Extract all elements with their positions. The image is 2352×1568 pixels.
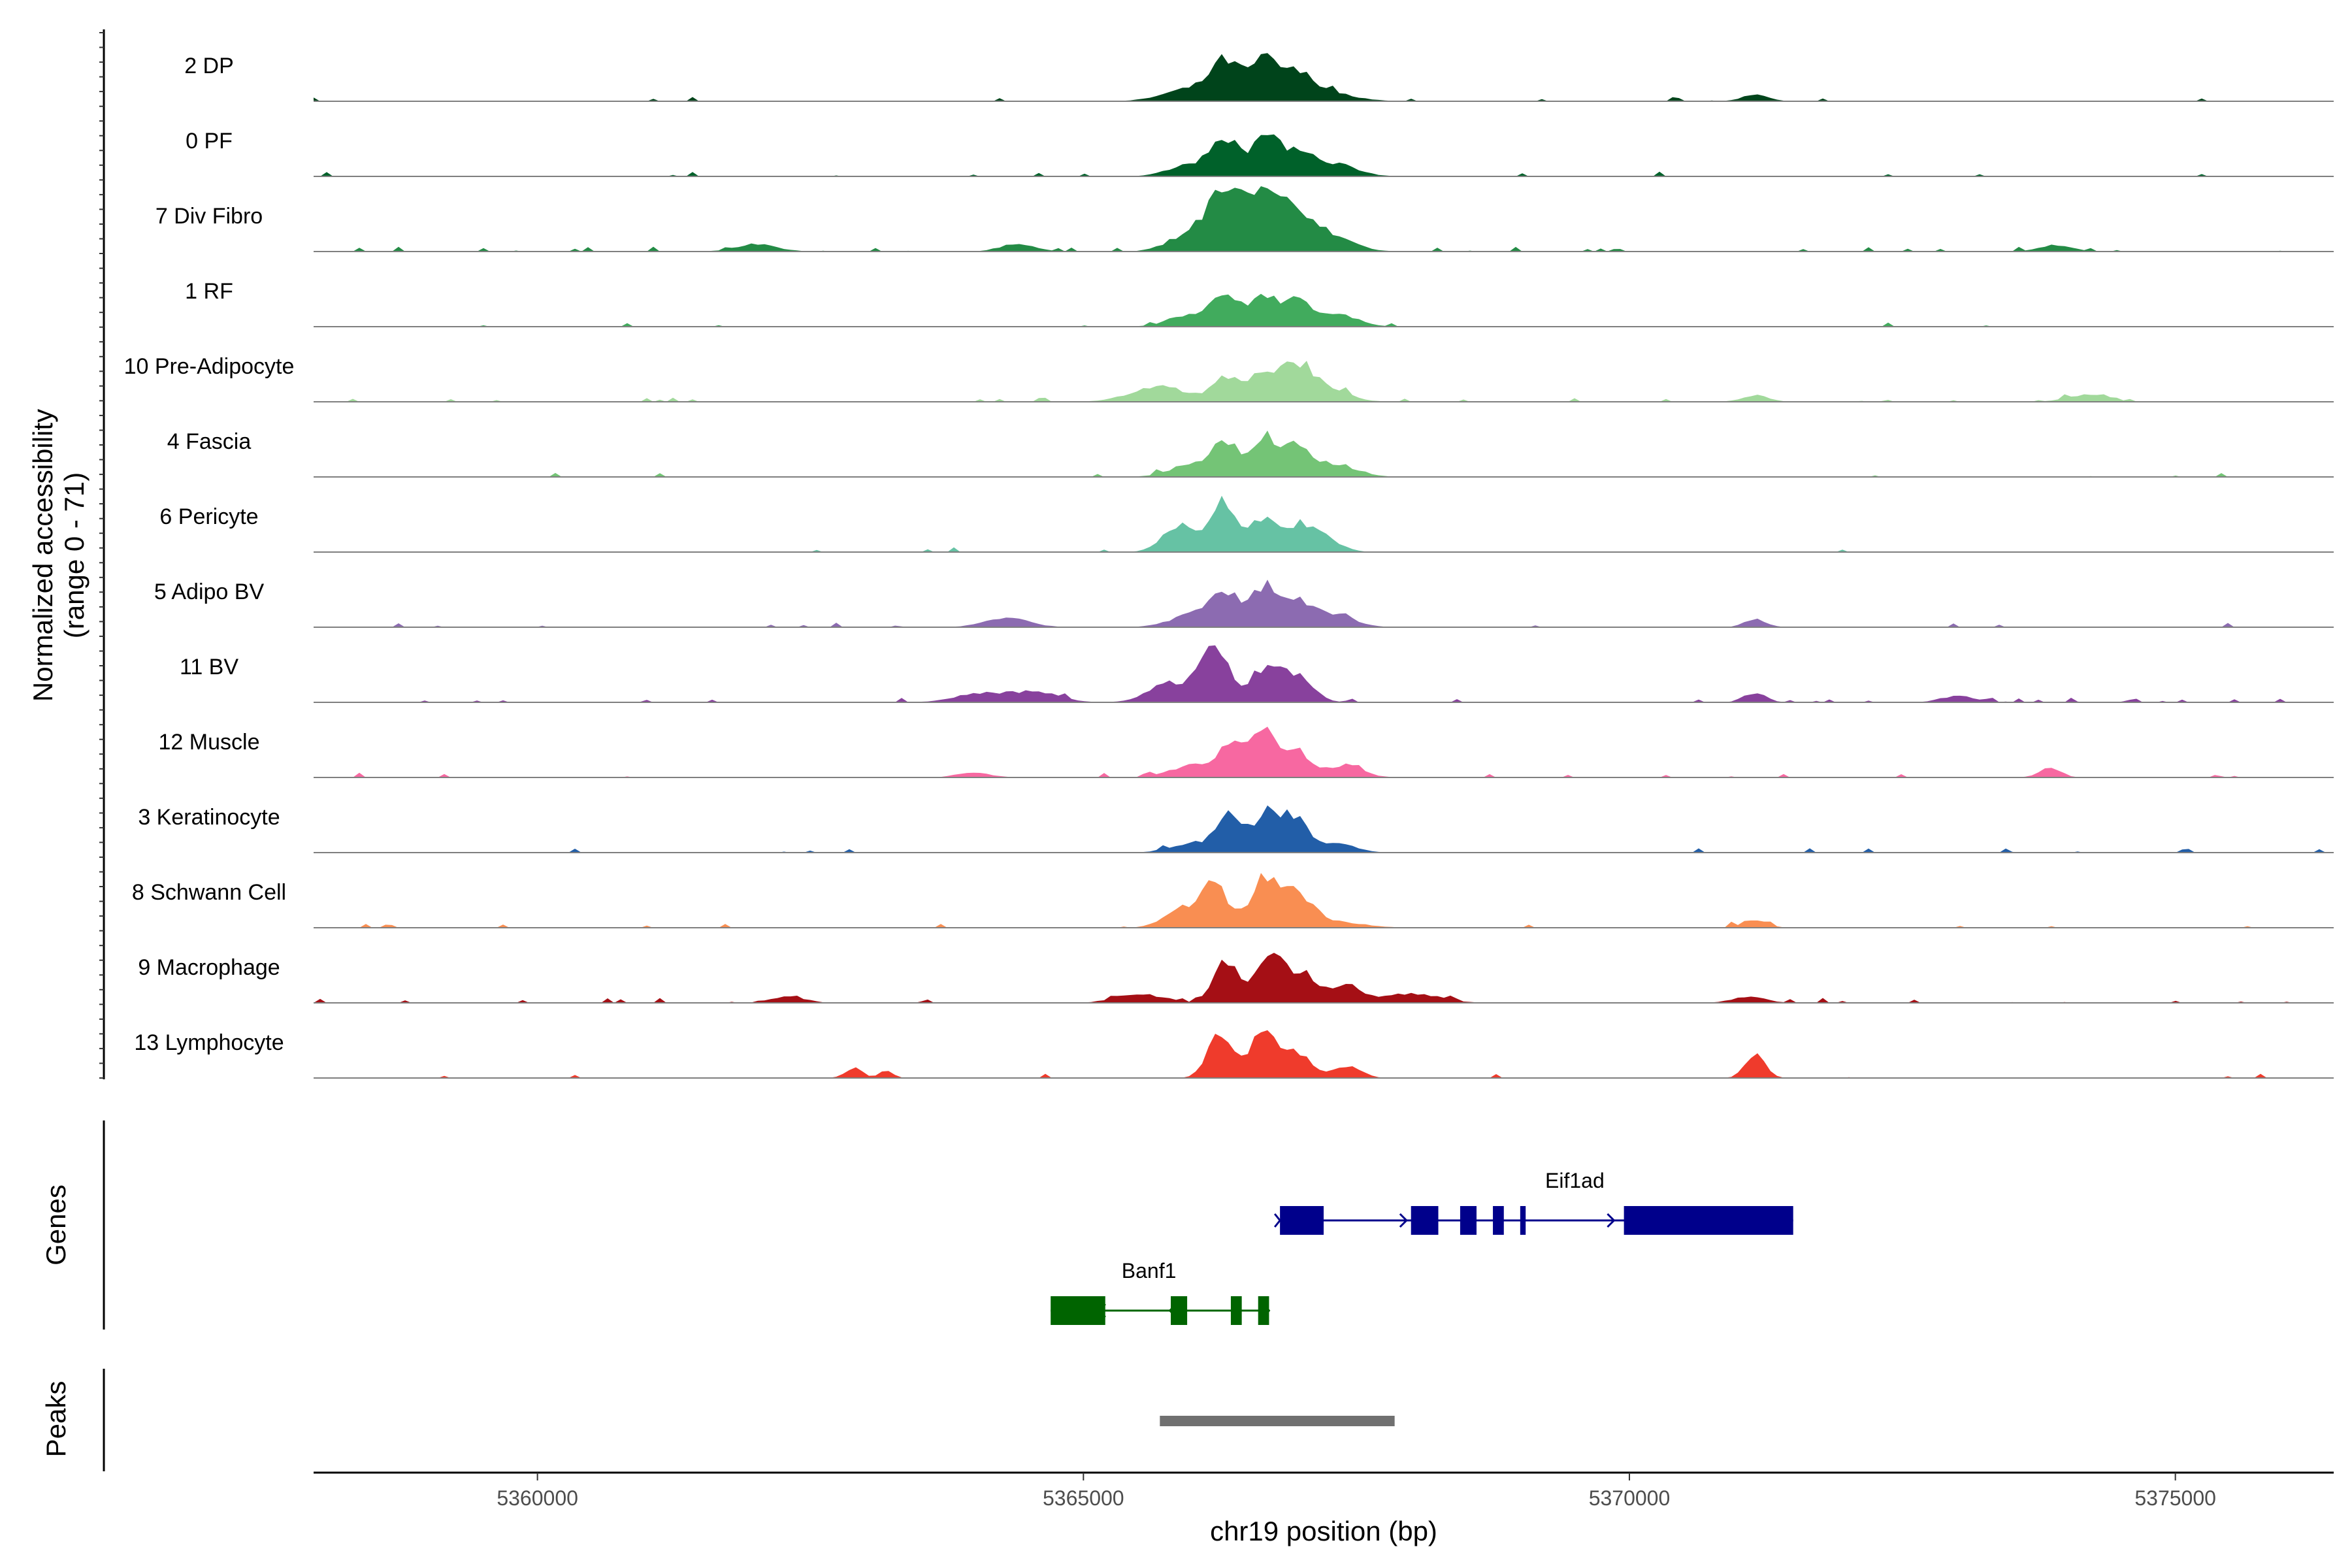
coverage-area	[314, 293, 2334, 327]
coverage-area	[314, 134, 2334, 176]
strand-arrow	[1273, 1213, 1282, 1228]
track: 12 Muscle	[159, 727, 2334, 778]
y-axis-range: (range 0 - 71)	[59, 472, 90, 638]
track-label: 4 Fascia	[167, 429, 252, 454]
track-label: 11 BV	[180, 655, 238, 679]
x-tick-label: 5360000	[497, 1486, 578, 1510]
x-tick-label: 5370000	[1589, 1486, 1671, 1510]
coverage-area	[314, 873, 2334, 928]
gene-exon	[1624, 1206, 1793, 1235]
gene-exon	[1230, 1296, 1242, 1325]
track-label: 6 Pericyte	[159, 504, 258, 529]
track-label: 7 Div Fibro	[155, 204, 263, 229]
coverage-area	[314, 361, 2334, 402]
track: 6 Pericyte	[159, 495, 2334, 553]
track: 11 BV	[180, 645, 2334, 703]
genes-panel: Genes Eif1ad Banf1	[41, 1120, 1793, 1330]
track: 3 Keratinocyte	[138, 805, 2334, 853]
track: 8 Schwann Cell	[132, 873, 2334, 928]
coverage-area	[314, 1030, 2334, 1078]
peak-regions	[1160, 1416, 1395, 1426]
x-axis-title: chr19 position (bp)	[1210, 1516, 1437, 1546]
peaks-panel: Peaks	[41, 1369, 1395, 1471]
coverage-area	[314, 186, 2334, 252]
track-label: 12 Muscle	[159, 730, 260, 755]
gene-name-label: Banf1	[1122, 1259, 1177, 1282]
coverage-area	[314, 580, 2334, 627]
coverage-area	[314, 495, 2334, 552]
gene-models: Eif1ad Banf1	[1051, 1169, 1793, 1325]
y-axis-ticks	[99, 32, 104, 1079]
x-axis-ticks: 5360000 5365000 5370000 5375000	[497, 1473, 2216, 1510]
track-label: 5 Adipo BV	[154, 580, 265, 604]
strand-arrow	[1399, 1213, 1408, 1228]
coverage-area	[314, 53, 2334, 101]
track: 10 Pre-Adipocyte	[124, 354, 2334, 402]
gene-exon	[1258, 1296, 1269, 1325]
gene-exon	[1280, 1206, 1324, 1235]
track: 2 DP	[184, 53, 2334, 102]
track-label: 0 PF	[186, 129, 233, 154]
track-label: 3 Keratinocyte	[138, 805, 280, 830]
genes-axis-title: Genes	[41, 1184, 71, 1266]
track: 5 Adipo BV	[154, 580, 2334, 628]
track-label: 13 Lymphocyte	[134, 1030, 284, 1055]
coverage-area	[314, 727, 2334, 777]
gene-exon	[1520, 1206, 1526, 1235]
track: 9 Macrophage	[138, 953, 2334, 1004]
track-label: 9 Macrophage	[138, 955, 280, 980]
coverage-area	[314, 805, 2334, 853]
x-axis: 5360000 5365000 5370000 5375000 chr19 posit…	[314, 1471, 2334, 1546]
track: 1 RF	[185, 279, 2334, 327]
track: 4 Fascia	[167, 429, 2334, 478]
track: 13 Lymphocyte	[134, 1030, 2334, 1079]
gene-exon	[1051, 1296, 1105, 1325]
gene-exon	[1460, 1206, 1477, 1235]
coverage-area	[314, 431, 2334, 477]
x-tick-label: 5375000	[2134, 1486, 2216, 1510]
track-label: 1 RF	[185, 279, 233, 304]
strand-arrow	[1607, 1213, 1616, 1228]
track: 7 Div Fibro	[155, 186, 2334, 252]
coverage-area	[314, 645, 2334, 702]
x-tick-label: 5365000	[1043, 1486, 1124, 1510]
gene: Banf1	[1051, 1259, 1271, 1325]
track: 0 PF	[186, 129, 2334, 177]
track-label: 10 Pre-Adipocyte	[124, 354, 295, 379]
coverage-area	[314, 953, 2334, 1003]
track-label: 2 DP	[184, 54, 234, 78]
coverage-tracks: 2 DP 0 PF 7 Div Fibro 1 RF 10 Pre-Adipocyte 4…	[124, 53, 2334, 1079]
peak-region	[1160, 1416, 1395, 1426]
y-axis: Normalized accessibility (range 0 - 71)	[27, 29, 105, 1079]
y-axis-title: Normalized accessibility	[27, 409, 58, 702]
gene-exon	[1493, 1206, 1504, 1235]
gene-name-label: Eif1ad	[1545, 1169, 1605, 1192]
track-label: 8 Schwann Cell	[132, 880, 286, 905]
peaks-axis-title: Peaks	[41, 1381, 71, 1458]
gene-exon	[1411, 1206, 1439, 1235]
gene: Eif1ad	[1273, 1169, 1793, 1235]
gene-exon	[1171, 1296, 1188, 1325]
